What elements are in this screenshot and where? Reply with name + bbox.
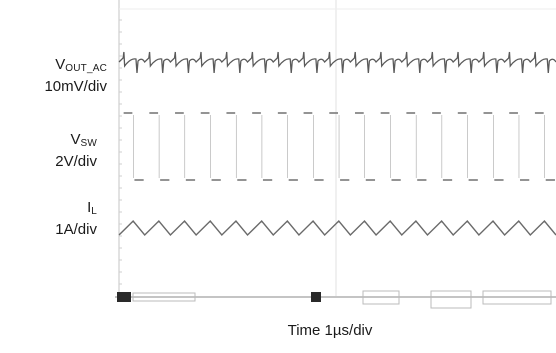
il-scale: 1A/div [55, 221, 97, 238]
status-indicator-ch2 [311, 292, 321, 302]
trace-vsw [123, 112, 555, 181]
il-label: IL 1A/div [0, 199, 97, 239]
oscilloscope-screen [115, 0, 556, 309]
trace-il [118, 219, 556, 237]
status-readout-rate [430, 290, 472, 309]
trace-vout [118, 51, 556, 74]
vout-subscript: OUT_AC [65, 63, 107, 74]
status-indicator-ch1 [117, 292, 131, 302]
vsw-name: V [70, 131, 81, 148]
il-subscript: L [91, 206, 97, 217]
vout-name: V [55, 56, 66, 73]
status-bar [115, 290, 556, 309]
vout-label: VOUT_AC 10mV/div [0, 56, 107, 96]
vsw-subscript: SW [80, 138, 97, 149]
vout-scale: 10mV/div [44, 78, 107, 95]
status-readout-trigger [482, 290, 552, 305]
vsw-label: VSW 2V/div [0, 131, 97, 171]
status-readout-1 [132, 292, 196, 302]
status-readout-time [362, 290, 400, 305]
x-axis-label: Time 1µs/div [287, 322, 373, 339]
vsw-scale: 2V/div [55, 153, 97, 170]
il-name: I [87, 199, 92, 216]
left-ticks [119, 19, 122, 285]
